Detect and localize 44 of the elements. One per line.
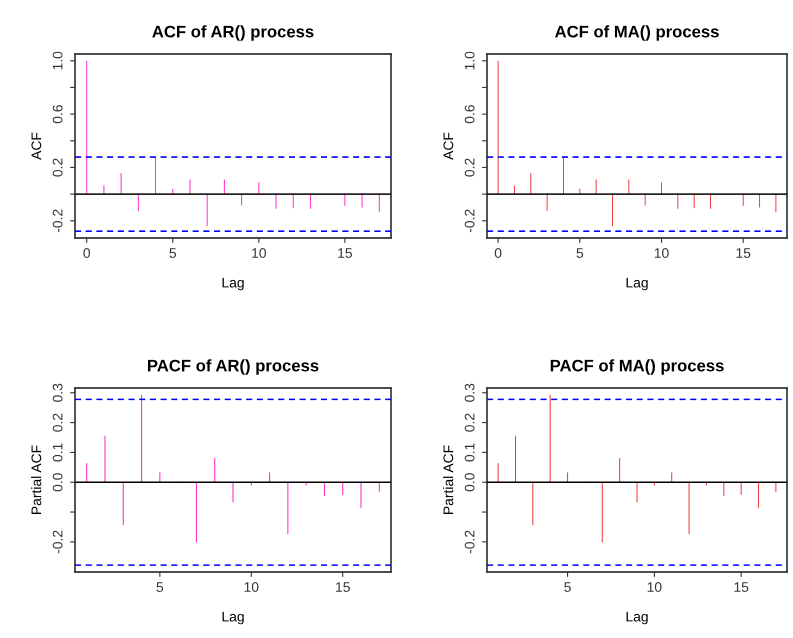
x-tick-label: 5 (564, 582, 571, 592)
y-axis-title: Partial ACF (443, 445, 454, 514)
x-tick-label: 15 (734, 582, 748, 592)
y-tick-label: -0.2 (464, 210, 475, 232)
x-axis-title: Lag (626, 612, 648, 624)
y-tick-label: 1.0 (464, 52, 475, 70)
y-tick-label: 0.2 (52, 158, 63, 177)
chart-title: ACF of MA() process (555, 25, 719, 41)
y-axis-title: ACF (31, 132, 42, 160)
y-tick-label: 0.2 (52, 414, 63, 432)
y-tick-label: -0.2 (52, 210, 63, 232)
x-tick-label: 15 (336, 582, 350, 592)
chart-title: PACF of MA() process (550, 359, 724, 375)
x-tick-label: 0 (83, 248, 90, 258)
y-axis-title: ACF (443, 132, 454, 160)
x-axis-title: Lag (222, 612, 244, 624)
x-tick-label: 5 (169, 248, 176, 258)
x-tick-label: 15 (736, 248, 750, 258)
y-tick-label: 0.3 (52, 384, 63, 402)
x-tick-label: 15 (338, 248, 352, 258)
chart-title: PACF of AR() process (148, 359, 318, 375)
x-tick-label: 10 (244, 582, 258, 592)
chart-title: ACF of AR() process (152, 25, 314, 41)
x-tick-label: 5 (576, 248, 584, 258)
x-axis-title: Lag (222, 278, 244, 290)
y-tick-label: 0.6 (464, 105, 475, 124)
y-tick-label: 0.3 (464, 384, 475, 402)
x-tick-label: 5 (156, 582, 164, 592)
x-axis-title: Lag (626, 278, 648, 290)
y-tick-label: 0.1 (52, 443, 63, 462)
y-tick-label: 0.2 (464, 158, 475, 177)
x-tick-label: 10 (654, 248, 669, 258)
y-tick-label: 0.0 (52, 473, 63, 492)
x-tick-label: 0 (494, 248, 502, 258)
y-tick-label: 0.0 (464, 473, 475, 492)
y-tick-label: 0.2 (464, 414, 475, 432)
y-tick-label: 0.1 (464, 443, 475, 462)
y-tick-label: -0.2 (52, 530, 63, 554)
y-axis-title: Partial ACF (31, 445, 42, 514)
x-tick-label: 10 (648, 582, 662, 592)
y-tick-label: -0.2 (464, 530, 475, 554)
y-tick-label: 0.6 (52, 105, 63, 124)
x-tick-label: 10 (252, 248, 266, 258)
y-tick-label: 1.0 (52, 52, 63, 70)
